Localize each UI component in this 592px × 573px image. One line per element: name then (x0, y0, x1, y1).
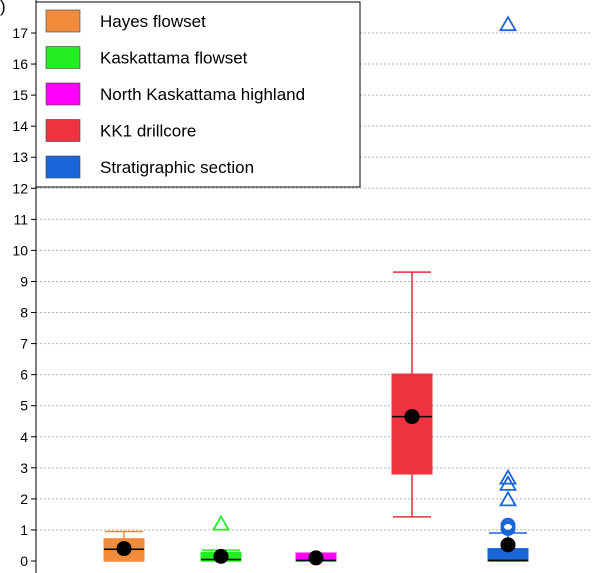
y-tick-label: 3 (20, 460, 28, 476)
legend-label: Stratigraphic section (100, 158, 254, 177)
box-group (487, 15, 529, 562)
y-tick-label: 6 (20, 367, 28, 383)
legend-swatch (45, 46, 81, 69)
y-tick-label: 15 (12, 87, 28, 103)
outlier-triangle (498, 468, 518, 485)
box-group (103, 530, 145, 562)
box-group (391, 271, 433, 518)
y-tick-label: 2 (20, 491, 28, 507)
outlier-circle (500, 517, 516, 533)
legend-swatch (45, 9, 81, 33)
y-tick-label: 16 (12, 56, 28, 72)
y-tick-label: 8 (20, 305, 28, 321)
header-fragment: ) (0, 0, 6, 16)
legend-label: Hayes flowset (100, 12, 206, 31)
y-tick-label: 17 (12, 25, 28, 41)
y-tick-label: 7 (20, 336, 28, 352)
box-group (200, 514, 242, 564)
legend-label: North Kaskattama highland (100, 85, 305, 104)
y-tick-label: 10 (12, 242, 28, 258)
box-series (103, 15, 529, 566)
legend-swatch (45, 119, 81, 142)
y-tick-label: 12 (12, 180, 28, 196)
y-tick-label: 0 (20, 553, 28, 569)
outlier-triangle (211, 514, 231, 531)
legend-swatch (45, 155, 81, 179)
y-tick-label: 11 (13, 211, 28, 227)
y-tick-label: 1 (20, 522, 28, 538)
legend-box (35, 1, 361, 188)
legend-label: KK1 drillcore (100, 122, 196, 141)
outlier-triangle (498, 490, 518, 507)
legend-label: Kaskattama flowset (100, 49, 248, 68)
y-tick-label: 13 (12, 149, 28, 165)
mean-marker (213, 548, 229, 564)
mean-marker (308, 550, 324, 566)
y-tick-label: 4 (20, 429, 28, 445)
mean-marker (116, 541, 132, 557)
outlier-triangle (498, 15, 518, 32)
mean-marker (404, 409, 420, 425)
box-group (295, 550, 337, 566)
legend-swatch (45, 82, 81, 106)
legend: Hayes flowset Kaskattama flowset North Kas… (35, 1, 361, 188)
y-tick-label: 5 (20, 398, 28, 414)
y-tick-label: 14 (12, 118, 28, 134)
y-tick-label: 9 (20, 273, 28, 289)
mean-marker (500, 537, 516, 553)
